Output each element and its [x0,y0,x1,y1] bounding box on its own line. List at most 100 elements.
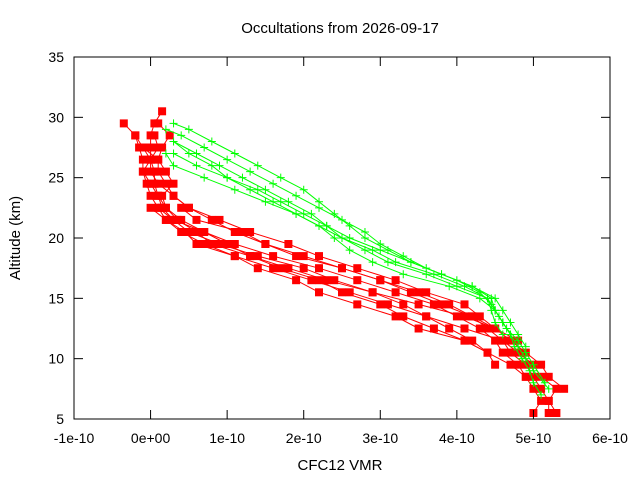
data-point-square [460,324,469,333]
data-point-square [150,167,159,176]
data-point-square [338,264,346,273]
profile-line [123,123,542,414]
data-point-plus [521,342,530,351]
data-point-plus [330,209,339,218]
data-point-plus [391,258,400,267]
data-point-square [146,143,155,152]
data-point-square [345,288,354,297]
data-point-square [292,252,301,261]
data-point-square [537,396,546,405]
data-point-square [330,276,339,285]
y-tick-label: 30 [48,109,64,125]
data-point-plus [429,270,438,279]
data-point-square [353,276,362,285]
red-profile-series [119,119,546,417]
data-point-square [169,179,178,188]
y-tick-label: 25 [48,170,64,186]
data-point-square [150,131,159,140]
data-point-plus [169,161,178,170]
data-point-square [475,312,484,321]
data-point-square [483,348,492,357]
data-point-square [445,300,454,309]
data-point-plus [292,209,301,218]
data-point-square [468,336,477,345]
data-point-square [429,300,438,309]
y-axis-label: Altitude (km) [7,196,24,280]
green-profile-series [161,149,546,399]
data-point-plus [184,125,193,134]
data-point-plus [230,149,239,158]
y-tick-label: 20 [48,230,64,246]
data-point-square [146,203,155,212]
data-point-plus [161,125,170,134]
data-point-plus [498,318,507,327]
data-point-square [506,336,515,345]
data-point-square [498,336,507,345]
data-point-plus [238,173,247,182]
data-point-square [238,228,247,236]
data-point-plus [207,137,216,146]
data-point-plus [322,221,331,230]
data-point-square [215,215,224,224]
data-point-plus [269,197,278,206]
x-tick-label: 3e-10 [362,430,398,446]
data-point-square [161,167,170,176]
data-point-square [207,240,216,248]
series-layer [119,107,569,417]
data-point-square [322,276,331,285]
data-point-plus [246,167,255,176]
data-point-square [460,312,469,321]
data-point-square [544,372,553,381]
data-point-square [307,276,316,285]
data-point-square [276,264,285,273]
profile-line [134,135,558,414]
data-point-plus [529,360,538,369]
data-point-square [414,324,423,333]
data-point-square [138,155,147,164]
data-point-square [299,252,308,261]
data-point-plus [253,185,262,194]
y-tick-label: 5 [56,411,64,427]
data-point-square [315,264,323,273]
data-point-plus [360,234,369,242]
data-point-square [223,240,232,248]
data-point-plus [345,221,354,230]
data-point-square [475,324,484,333]
data-point-plus [253,161,262,170]
x-tick-label: 6e-10 [592,430,628,446]
data-point-square [200,228,209,236]
data-point-plus [269,179,278,188]
data-point-plus [169,137,178,146]
data-point-plus [529,378,538,387]
data-point-square [383,300,392,309]
data-point-square [177,203,186,212]
data-point-plus [544,384,553,393]
data-point-square [353,300,362,309]
data-point-square [376,276,385,285]
data-point-plus [200,143,209,152]
data-point-square [391,312,400,321]
data-point-square [437,300,446,309]
data-point-plus [299,185,308,194]
data-point-plus [315,197,324,206]
data-point-square [529,384,538,393]
data-point-plus [338,234,346,242]
data-point-plus [514,330,523,339]
data-point-plus [498,330,507,339]
data-point-square [169,215,178,224]
data-point-plus [376,246,385,255]
data-point-plus [460,282,469,291]
profile-line [173,153,511,335]
data-point-square [292,276,301,285]
data-point-square [269,264,278,273]
data-point-square [154,203,163,212]
data-point-square [544,409,553,417]
data-point-square [315,276,323,285]
data-point-plus [292,191,301,200]
data-point-plus [207,161,216,170]
data-point-square [192,215,201,224]
data-point-square [544,396,553,405]
data-point-plus [330,234,339,242]
data-point-square [422,288,431,297]
